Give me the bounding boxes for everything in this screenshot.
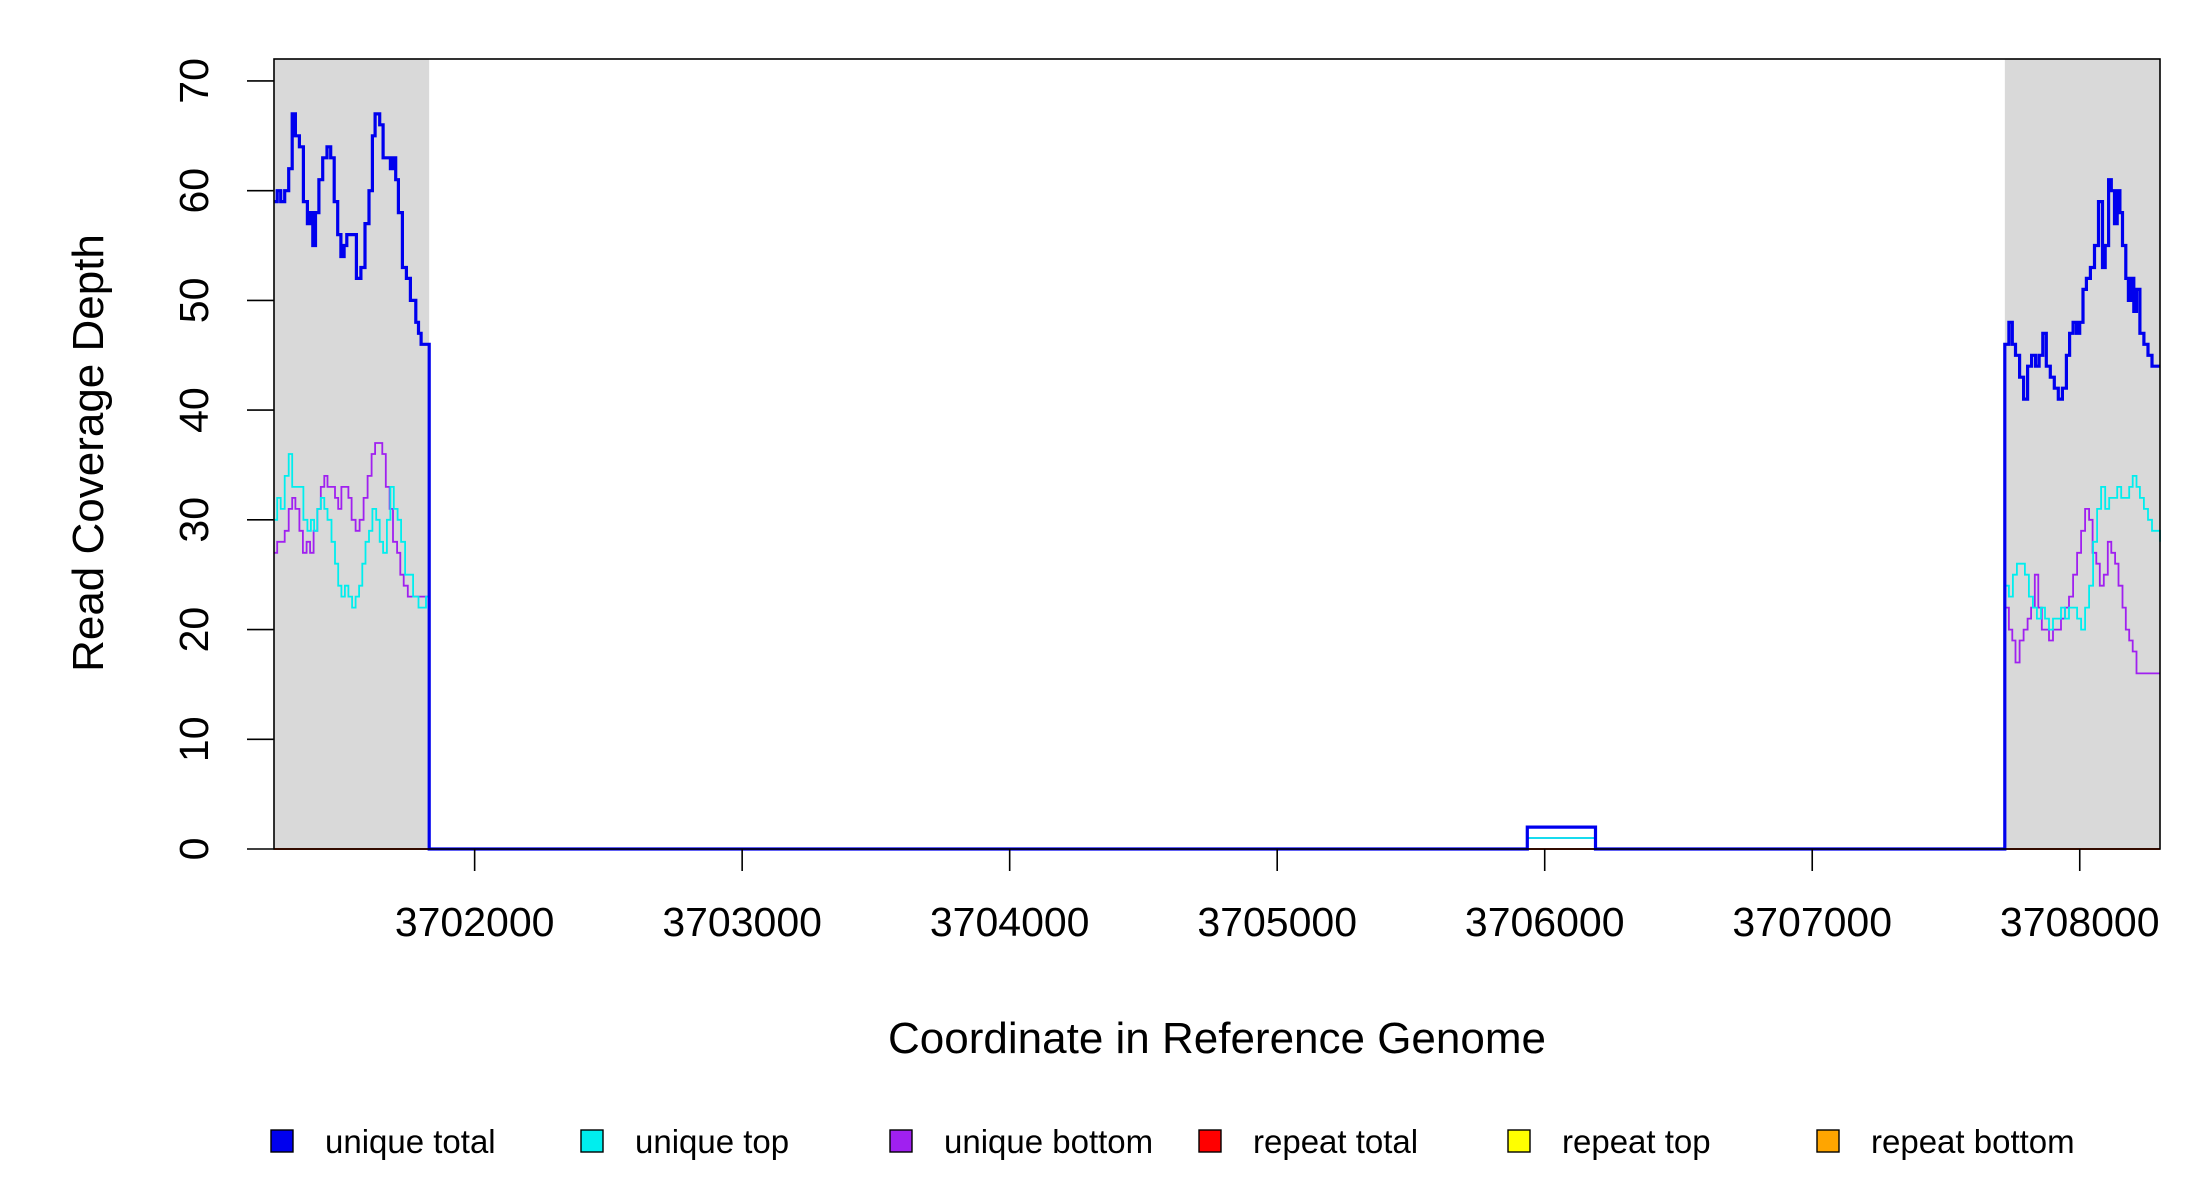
y-tick-label: 60 (171, 168, 217, 214)
legend-label-repeat-total: repeat total (1253, 1123, 1418, 1160)
legend-label-unique-bottom: unique bottom (944, 1123, 1153, 1160)
legend-label-unique-top: unique top (635, 1123, 789, 1160)
legend-swatch-repeat-total (1198, 1129, 1222, 1153)
y-tick-label: 40 (171, 387, 217, 433)
shaded-region-1 (274, 59, 430, 849)
y-tick-label: 10 (171, 716, 217, 762)
x-tick-label: 3705000 (1197, 899, 1357, 945)
plot-frame (273, 58, 2161, 850)
x-tick-label: 3703000 (662, 899, 822, 945)
shaded-regions (274, 59, 2160, 849)
legend-label-repeat-top: repeat top (1562, 1123, 1711, 1160)
y-axis: 0 10 20 30 40 50 60 70 (171, 58, 274, 860)
legend-label-repeat-bottom: repeat bottom (1871, 1123, 2075, 1160)
legend: unique total unique top unique bottom repea… (270, 1123, 2075, 1160)
legend-swatch-unique-bottom (889, 1129, 913, 1153)
legend-swatch-repeat-top (1507, 1129, 1531, 1153)
legend-swatch-unique-top (580, 1129, 604, 1153)
y-tick-label: 70 (171, 58, 217, 104)
x-axis: 3702000 3703000 3704000 3705000 3706000 37070… (395, 849, 2160, 945)
legend-label-unique-total: unique total (325, 1123, 496, 1160)
series-lines (274, 112, 2161, 851)
series-unique-bottom (274, 442, 2160, 850)
legend-swatch-repeat-bottom (1816, 1129, 1840, 1153)
x-tick-label: 3704000 (930, 899, 1090, 945)
x-tick-label: 3708000 (2000, 899, 2160, 945)
x-tick-label: 3706000 (1465, 899, 1625, 945)
y-tick-label: 50 (171, 278, 217, 324)
series-unique-top (274, 453, 2161, 850)
shaded-region-2 (2004, 59, 2160, 849)
series-unique-total (274, 112, 2160, 851)
x-tick-label: 3702000 (395, 899, 555, 945)
x-axis-label: Coordinate in Reference Genome (888, 1014, 1546, 1063)
x-tick-label: 3707000 (1732, 899, 1892, 945)
y-tick-label: 30 (171, 497, 217, 543)
y-tick-label: 20 (171, 607, 217, 653)
legend-swatch-unique-total (270, 1129, 294, 1153)
y-tick-label: 0 (171, 838, 217, 861)
y-axis-label: Read Coverage Depth (64, 234, 113, 672)
